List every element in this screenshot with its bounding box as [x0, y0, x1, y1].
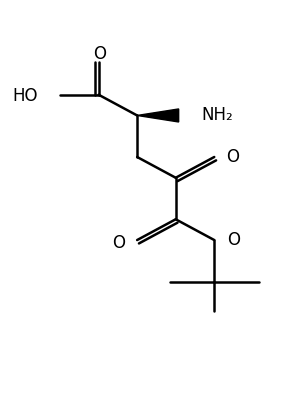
Text: O: O [94, 45, 107, 63]
Text: HO: HO [12, 87, 38, 104]
Polygon shape [137, 109, 179, 123]
Text: O: O [228, 230, 240, 248]
Text: NH₂: NH₂ [201, 106, 233, 124]
Text: O: O [112, 233, 125, 251]
Text: O: O [226, 147, 239, 165]
